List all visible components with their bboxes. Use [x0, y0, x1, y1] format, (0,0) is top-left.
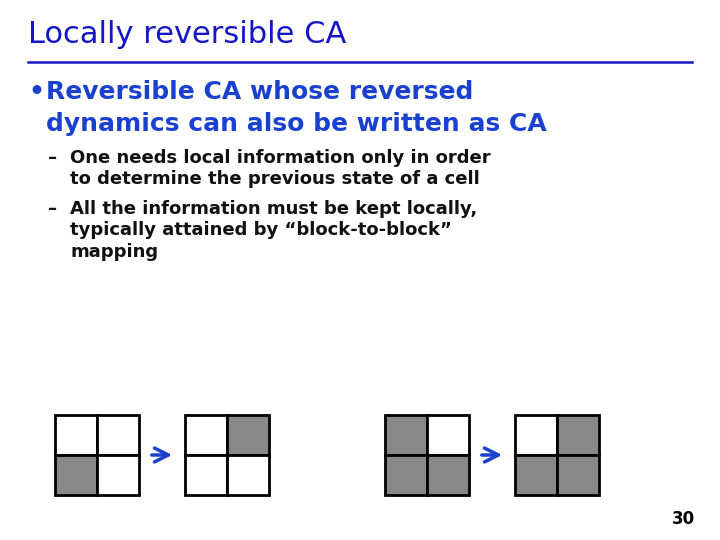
Bar: [427, 455, 469, 495]
Text: to determine the previous state of a cell: to determine the previous state of a cel…: [70, 170, 480, 188]
Bar: [515, 415, 557, 455]
Bar: [97, 415, 139, 455]
Text: One needs local information only in order: One needs local information only in orde…: [70, 149, 490, 167]
Bar: [227, 415, 269, 455]
Text: 30: 30: [672, 510, 695, 528]
Text: dynamics can also be written as CA: dynamics can also be written as CA: [46, 112, 546, 137]
Bar: [557, 415, 599, 455]
Text: mapping: mapping: [70, 242, 158, 261]
Text: Locally reversible CA: Locally reversible CA: [28, 20, 346, 49]
Bar: [227, 455, 269, 495]
Bar: [385, 455, 427, 495]
Text: •: •: [28, 80, 44, 104]
Bar: [55, 415, 97, 455]
Text: typically attained by “block-to-block”: typically attained by “block-to-block”: [70, 221, 452, 239]
Bar: [557, 455, 599, 495]
Text: Reversible CA whose reversed: Reversible CA whose reversed: [46, 80, 473, 104]
Bar: [385, 415, 427, 455]
Text: All the information must be kept locally,: All the information must be kept locally…: [70, 200, 477, 218]
Text: –: –: [48, 149, 57, 167]
Bar: [55, 455, 97, 495]
Text: –: –: [48, 200, 57, 218]
Bar: [427, 415, 469, 455]
Bar: [97, 455, 139, 495]
Bar: [515, 455, 557, 495]
Bar: [185, 455, 227, 495]
Bar: [185, 415, 227, 455]
